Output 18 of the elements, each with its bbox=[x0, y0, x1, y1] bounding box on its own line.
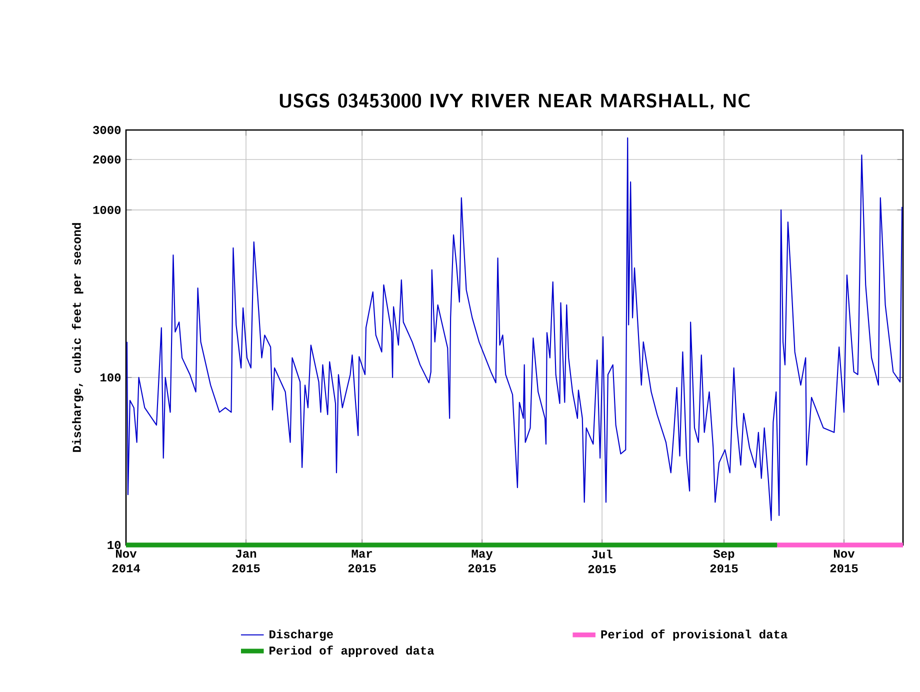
line-series bbox=[126, 137, 903, 522]
x-tick-label: Nov 2014 bbox=[112, 550, 140, 572]
legend-label: Discharge bbox=[270, 630, 333, 641]
x-tick-label: Mar 2015 bbox=[348, 550, 376, 572]
y-tick-label: 100 bbox=[100, 373, 121, 382]
x-tick-label: Sep 2015 bbox=[710, 550, 738, 573]
y-tick-label: 3000 bbox=[93, 126, 121, 134]
x-tick-label: May 2015 bbox=[468, 550, 496, 572]
y-tick-label: 1000 bbox=[93, 206, 121, 214]
x-tick-label: Nov 2015 bbox=[830, 550, 858, 572]
y-tick-label: 2000 bbox=[93, 155, 121, 164]
y-axis-title: Discharge, cubic feet per second bbox=[72, 223, 84, 452]
x-tick-label: Jul 2015 bbox=[588, 550, 616, 574]
x-tick-label: Jan 2015 bbox=[232, 550, 260, 572]
legend-label: Period of provisional data bbox=[601, 629, 788, 641]
y-tick-label: 10 bbox=[108, 540, 121, 550]
chart-title: USGS 03453000 IVY RIVER NEAR MARSHALL, NC bbox=[280, 94, 750, 110]
legend-label: Period of approved data bbox=[270, 646, 434, 658]
